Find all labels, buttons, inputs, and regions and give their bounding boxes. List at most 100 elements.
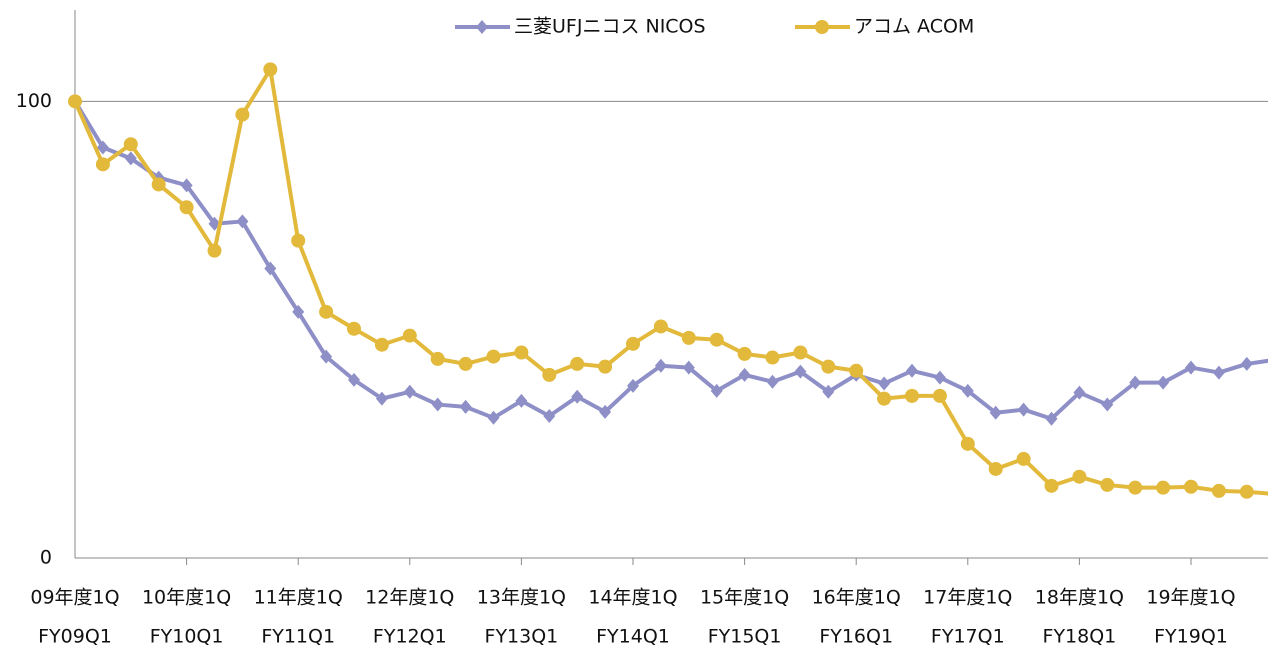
point [263,62,278,77]
point [1129,375,1142,390]
point [570,356,585,371]
point [1101,397,1114,412]
y-tick-label: 100 [16,90,52,112]
x-tick-label: 12年度1Q [365,587,454,609]
point [821,359,836,374]
point [320,349,333,364]
point [179,200,194,215]
point [348,372,360,387]
x-tick-label: 14年度1Q [588,587,677,609]
point [1239,484,1254,499]
point [794,364,807,379]
x-tick-label: 16年度1Q [812,587,901,609]
x-tick-label: 13年度1Q [477,587,566,609]
point [877,391,892,406]
point [961,383,974,398]
point [347,321,361,336]
point [989,405,1002,420]
point [765,350,780,365]
point [1157,375,1170,390]
point [542,367,557,382]
point [180,178,193,193]
x-tick-label-en: FY13Q1 [485,626,559,647]
point [292,304,305,319]
point [68,94,82,109]
point [403,384,416,399]
point [1044,478,1059,493]
series [68,62,1268,499]
x-tick-label: 17年度1Q [923,587,1012,609]
point [906,363,918,378]
point [1072,469,1087,484]
point [291,233,306,248]
point [515,393,528,408]
x-tick-label-en: FY16Q1 [819,626,893,647]
point [96,140,109,155]
series-line [73,100,1268,421]
point [1156,480,1171,495]
point [599,404,612,419]
point [932,388,947,403]
point [95,157,110,172]
point [1185,360,1197,375]
point [543,408,556,423]
point [1240,356,1253,371]
x-tick-label: 19年度1Q [1146,587,1235,609]
point [1184,479,1198,494]
x-tick-label: 15年度1Q [700,587,789,609]
point [514,345,529,360]
point [822,384,835,399]
point [654,358,667,373]
point [487,410,500,425]
point [598,359,613,374]
point [236,214,249,229]
x-tick-label-en: FY15Q1 [708,626,782,647]
point [627,378,639,393]
point [1212,365,1225,380]
point [737,346,752,361]
point [849,363,864,378]
series [69,94,1268,426]
point [709,332,724,347]
point [1073,385,1086,400]
point [1128,480,1143,495]
point [430,351,445,366]
x-tick-label-en: FY18Q1 [1043,626,1117,647]
series-line [73,67,1268,496]
x-tick-label-en: FY14Q1 [596,626,670,647]
point [375,391,388,406]
point [815,20,829,34]
point [738,367,751,382]
point [1100,477,1115,492]
x-tick-label: 11年度1Q [254,587,343,609]
point [682,360,695,375]
x-tick-label-en: FY09Q1 [38,626,112,647]
point [766,374,779,389]
x-tick-label: 18年度1Q [1035,587,1124,609]
point [235,107,250,122]
point [653,319,668,334]
y-tick-label: 0 [40,547,52,569]
x-tick-label: 09年度1Q [30,587,119,609]
point [319,304,334,319]
point [878,376,891,391]
point [960,436,975,451]
point [571,389,584,404]
point [124,151,137,166]
point [626,336,640,351]
point [793,345,808,360]
point [151,177,166,192]
point [905,388,919,403]
x-tick-label-en: FY10Q1 [150,626,224,647]
legend-label: アコム ACOM [854,16,974,38]
x-tick-label-en: FY19Q1 [1154,626,1228,647]
point [681,330,696,345]
x-tick-label-en: FY11Q1 [261,626,335,647]
point [1017,402,1030,417]
point [402,328,417,343]
point [1211,483,1226,498]
point [431,397,444,412]
point [476,20,488,34]
point [710,383,723,398]
